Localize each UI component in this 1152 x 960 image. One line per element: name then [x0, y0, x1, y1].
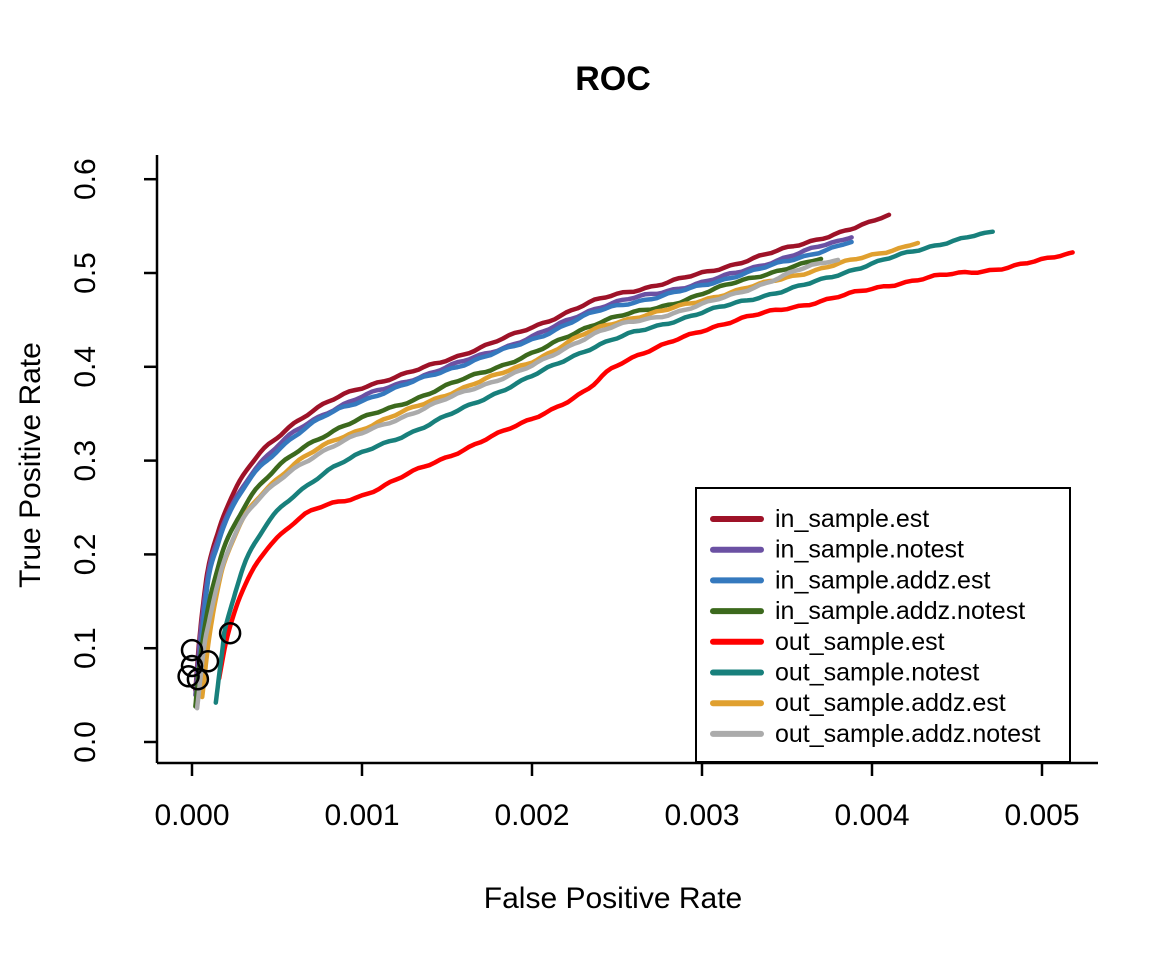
y-axis-title: True Positive Rate — [14, 342, 47, 588]
roc-curve-out_sample.addz.notest — [194, 257, 841, 711]
y-tick-label: 0.2 — [69, 534, 102, 576]
y-tick-label: 0.3 — [69, 440, 102, 482]
x-tick-label: 0.002 — [494, 799, 569, 832]
x-tick-label: 0.000 — [154, 799, 229, 832]
y-tick-label: 0.0 — [69, 721, 102, 763]
y-tick-label: 0.4 — [69, 346, 102, 388]
cutoff-marker — [218, 621, 242, 645]
legend-label-out_sample.addz.notest: out_sample.addz.notest — [775, 720, 1041, 748]
legend-label-out_sample.notest: out_sample.notest — [775, 659, 979, 687]
y-tick-label: 0.6 — [69, 158, 102, 200]
cutoff-marker — [186, 667, 210, 691]
roc-curve-in_sample.addz.est — [194, 239, 854, 698]
x-tick-label: 0.004 — [834, 799, 909, 832]
legend-label-out_sample.addz.est: out_sample.addz.est — [775, 689, 1006, 717]
cutoff-markers — [177, 621, 242, 691]
cutoff-marker — [180, 654, 204, 678]
roc-curve-in_sample.addz.notest — [193, 256, 824, 709]
y-tick-label: 0.5 — [69, 252, 102, 294]
roc-curves — [193, 212, 1075, 711]
legend-label-in_sample.addz.est: in_sample.addz.est — [775, 566, 990, 594]
x-tick-label: 0.001 — [324, 799, 399, 832]
x-tick-label: 0.003 — [664, 799, 739, 832]
legend-label-in_sample.notest: in_sample.notest — [775, 536, 964, 564]
y-tick-label: 0.1 — [69, 627, 102, 669]
chart-title: ROC — [575, 60, 651, 98]
roc-curve-out_sample.est — [216, 250, 1075, 681]
x-axis-title: False Positive Rate — [484, 882, 742, 915]
cutoff-marker — [196, 650, 220, 673]
axis-ticks: 0.000 0.001 0.002 0.003 0.004 0.005 0.0 0.1 0.2 0… — [69, 158, 1080, 832]
legend-label-in_sample.est: in_sample.est — [775, 505, 929, 533]
roc-curve-out_sample.notest — [213, 229, 995, 705]
cutoff-marker — [180, 638, 204, 662]
legend-box: in_sample.estin_sample.notestin_sample.a… — [695, 487, 1071, 763]
legend-label-in_sample.addz.notest: in_sample.addz.notest — [775, 597, 1025, 625]
legend-frame — [695, 487, 1071, 763]
x-tick-label: 0.005 — [1004, 799, 1079, 832]
cutoff-marker — [177, 665, 200, 688]
legend-label-out_sample.est: out_sample.est — [775, 628, 945, 656]
